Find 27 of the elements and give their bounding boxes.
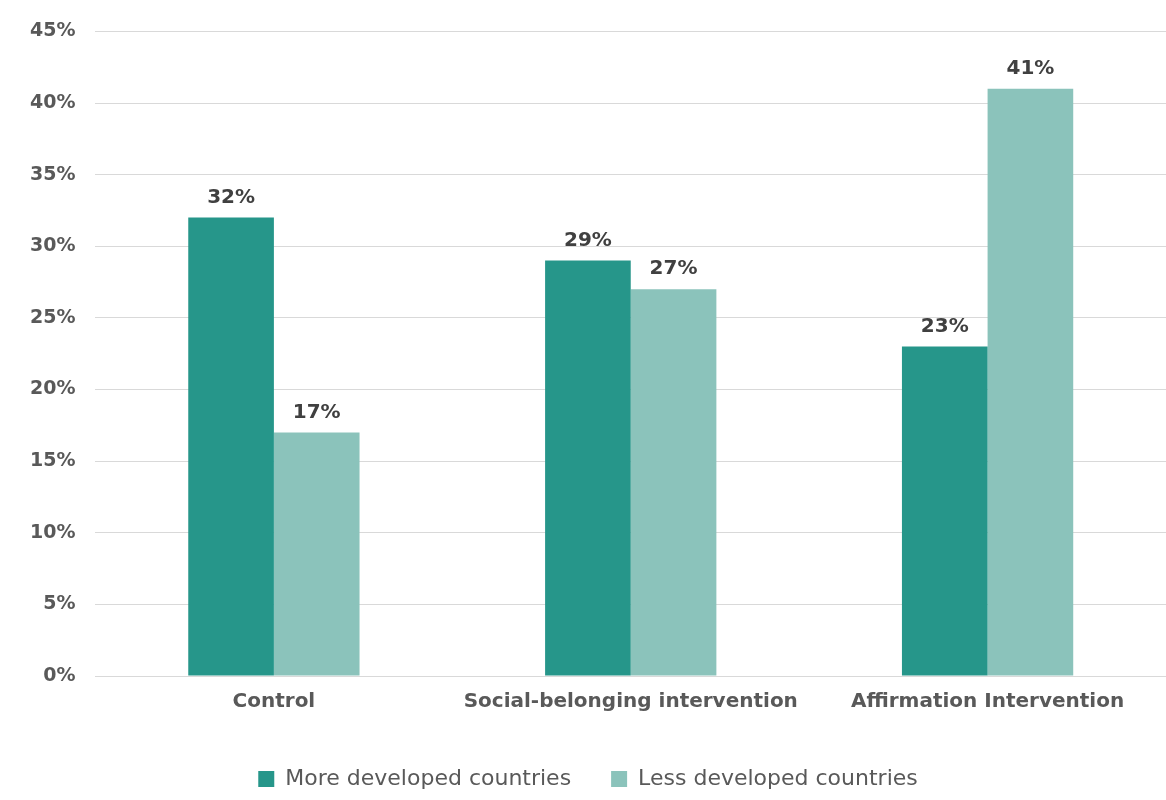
bar — [901, 346, 988, 676]
y-tick-label: 30% — [29, 233, 76, 256]
bar — [273, 432, 360, 676]
y-tick-label: 40% — [29, 89, 76, 112]
y-tick-label: 45% — [29, 18, 76, 41]
legend-label: Less developed countries — [638, 764, 918, 790]
x-tick-label: Control — [232, 688, 316, 713]
data-label: 32% — [207, 183, 256, 208]
bar — [987, 88, 1074, 676]
bar — [188, 217, 274, 676]
y-tick-label: 20% — [29, 376, 76, 399]
y-tick-label: 25% — [29, 304, 76, 327]
x-tick-label: Affirmation Intervention — [850, 688, 1125, 713]
x-tick-label: Social-belonging intervention — [463, 688, 798, 713]
data-label: 23% — [920, 312, 969, 337]
legend-label: More developed countries — [285, 764, 572, 790]
bar — [545, 260, 631, 676]
y-tick-label: 10% — [29, 519, 76, 542]
y-tick-label: 5% — [43, 591, 76, 614]
y-tick-label: 15% — [29, 448, 76, 471]
data-label: 17% — [292, 398, 341, 423]
bar — [630, 289, 717, 676]
y-tick-label: 35% — [29, 161, 76, 184]
data-label: 41% — [1006, 54, 1055, 79]
y-tick-label: 0% — [43, 662, 76, 685]
data-label: 29% — [563, 226, 612, 251]
data-label: 27% — [649, 255, 698, 280]
